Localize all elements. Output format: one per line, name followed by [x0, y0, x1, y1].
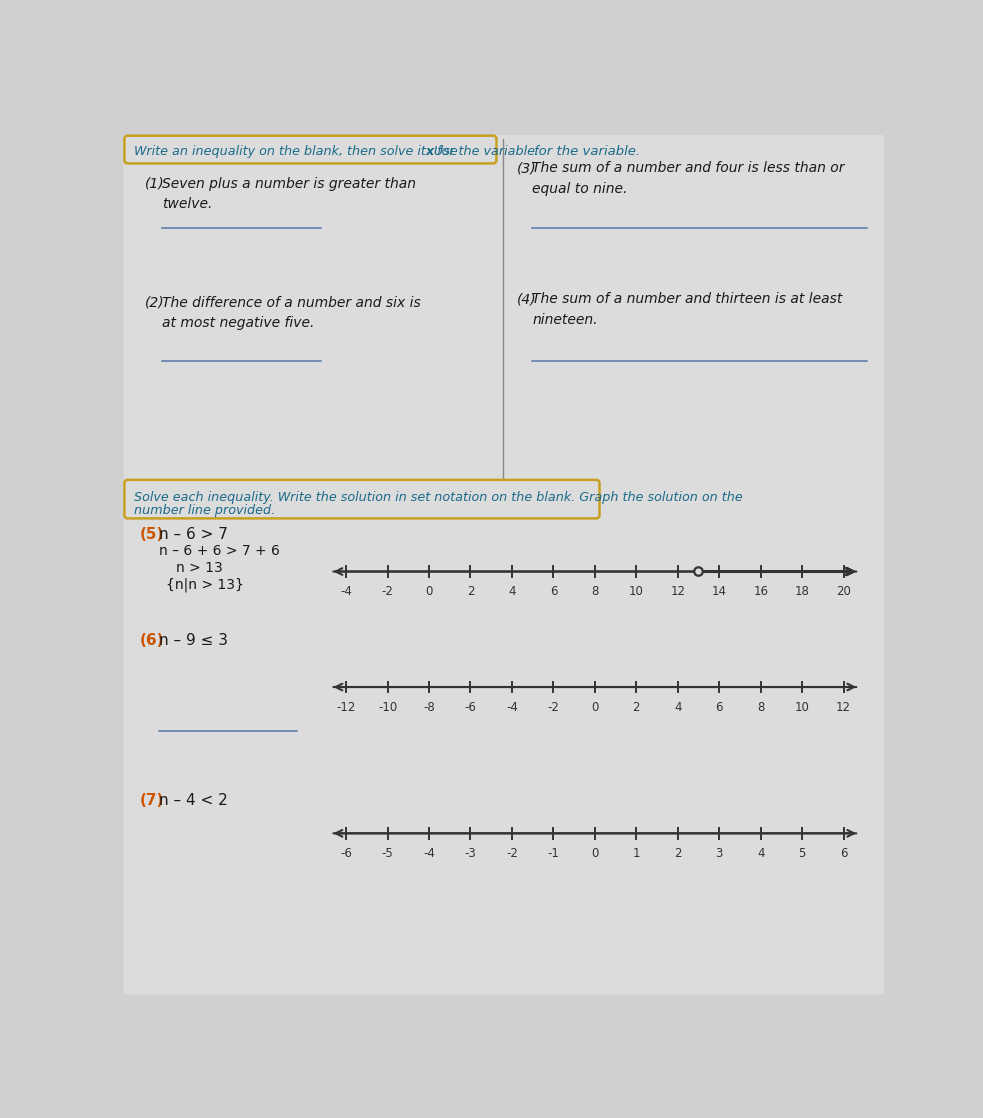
Text: 14: 14: [712, 586, 726, 598]
Text: n – 6 + 6 > 7 + 6: n – 6 + 6 > 7 + 6: [158, 543, 279, 558]
FancyBboxPatch shape: [124, 135, 884, 994]
Text: -4: -4: [506, 701, 518, 714]
Text: -6: -6: [340, 847, 352, 860]
Text: -2: -2: [381, 586, 393, 598]
Text: 10: 10: [794, 701, 810, 714]
Text: {n|n > 13}: {n|n > 13}: [165, 578, 244, 593]
Text: 2: 2: [633, 701, 640, 714]
FancyBboxPatch shape: [125, 480, 600, 519]
Text: (6): (6): [140, 633, 164, 648]
Circle shape: [694, 567, 703, 576]
Text: -8: -8: [423, 701, 434, 714]
Text: 8: 8: [591, 586, 599, 598]
Text: n – 9 ≤ 3: n – 9 ≤ 3: [158, 633, 227, 648]
Text: 4: 4: [674, 701, 681, 714]
Text: (5): (5): [140, 527, 164, 542]
Text: n > 13: n > 13: [176, 561, 222, 575]
Text: -1: -1: [548, 847, 559, 860]
Text: 10: 10: [629, 586, 644, 598]
Text: 6: 6: [549, 586, 557, 598]
Text: 12: 12: [837, 701, 851, 714]
Text: -4: -4: [423, 847, 434, 860]
Text: 16: 16: [753, 586, 768, 598]
Text: -6: -6: [465, 701, 477, 714]
Text: (2): (2): [145, 296, 164, 310]
Text: 6: 6: [839, 847, 847, 860]
Text: 2: 2: [467, 586, 474, 598]
Text: 20: 20: [837, 586, 851, 598]
Text: for the variable.: for the variable.: [534, 145, 640, 158]
Text: 0: 0: [591, 701, 599, 714]
Text: (7): (7): [140, 793, 164, 807]
Text: -12: -12: [336, 701, 356, 714]
FancyBboxPatch shape: [125, 135, 496, 163]
Text: The difference of a number and six is
at most negative five.: The difference of a number and six is at…: [161, 296, 421, 331]
Text: number line provided.: number line provided.: [134, 504, 275, 517]
Text: -2: -2: [548, 701, 559, 714]
Text: (3): (3): [517, 161, 536, 176]
Text: 0: 0: [591, 847, 599, 860]
Text: Solve each inequality. Write the solution in set notation on the blank. Graph th: Solve each inequality. Write the solutio…: [134, 491, 742, 504]
Text: Write an inequality on the blank, then solve it. Use: Write an inequality on the blank, then s…: [134, 145, 461, 159]
Text: Seven plus a number is greater than
twelve.: Seven plus a number is greater than twel…: [161, 177, 416, 211]
Text: 0: 0: [426, 586, 433, 598]
Text: 4: 4: [757, 847, 765, 860]
Text: 8: 8: [757, 701, 765, 714]
Text: The sum of a number and thirteen is at least
nineteen.: The sum of a number and thirteen is at l…: [532, 292, 842, 326]
Text: 5: 5: [798, 847, 806, 860]
Text: n – 6 > 7: n – 6 > 7: [158, 527, 227, 542]
Text: for the variable.: for the variable.: [433, 145, 539, 159]
Text: 12: 12: [670, 586, 685, 598]
Text: -3: -3: [465, 847, 477, 860]
Text: -2: -2: [506, 847, 518, 860]
Text: x: x: [425, 145, 434, 159]
Text: -4: -4: [340, 586, 352, 598]
Text: n – 4 < 2: n – 4 < 2: [158, 793, 227, 807]
Text: (4): (4): [517, 292, 536, 306]
Text: -5: -5: [381, 847, 393, 860]
Text: (1): (1): [145, 177, 164, 190]
Text: 2: 2: [674, 847, 681, 860]
Text: 3: 3: [716, 847, 723, 860]
Text: The sum of a number and four is less than or
equal to nine.: The sum of a number and four is less tha…: [532, 161, 844, 196]
Text: 4: 4: [508, 586, 516, 598]
Text: 18: 18: [794, 586, 810, 598]
Text: 1: 1: [633, 847, 640, 860]
Text: 6: 6: [716, 701, 723, 714]
Text: -10: -10: [377, 701, 397, 714]
